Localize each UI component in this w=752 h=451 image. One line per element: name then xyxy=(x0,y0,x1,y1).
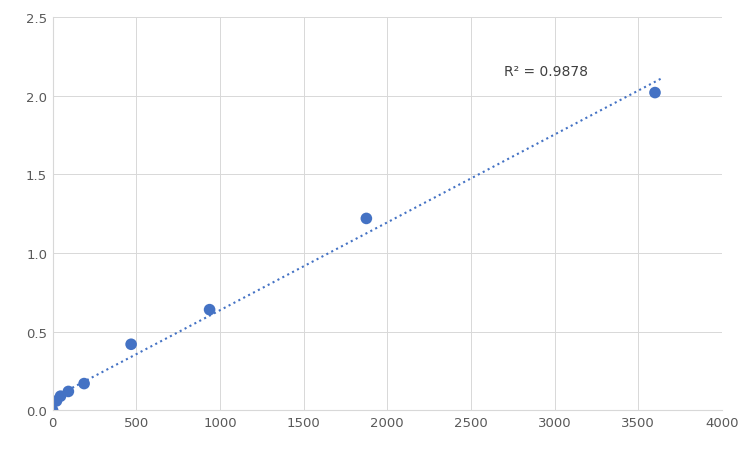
Point xyxy=(649,90,661,97)
Point xyxy=(204,306,216,313)
Point xyxy=(125,341,137,348)
Point xyxy=(50,397,62,405)
Point xyxy=(54,393,66,400)
Point xyxy=(360,215,372,222)
Text: R² = 0.9878: R² = 0.9878 xyxy=(505,65,588,79)
Point xyxy=(62,388,74,395)
Point xyxy=(78,380,90,387)
Point xyxy=(47,407,59,414)
